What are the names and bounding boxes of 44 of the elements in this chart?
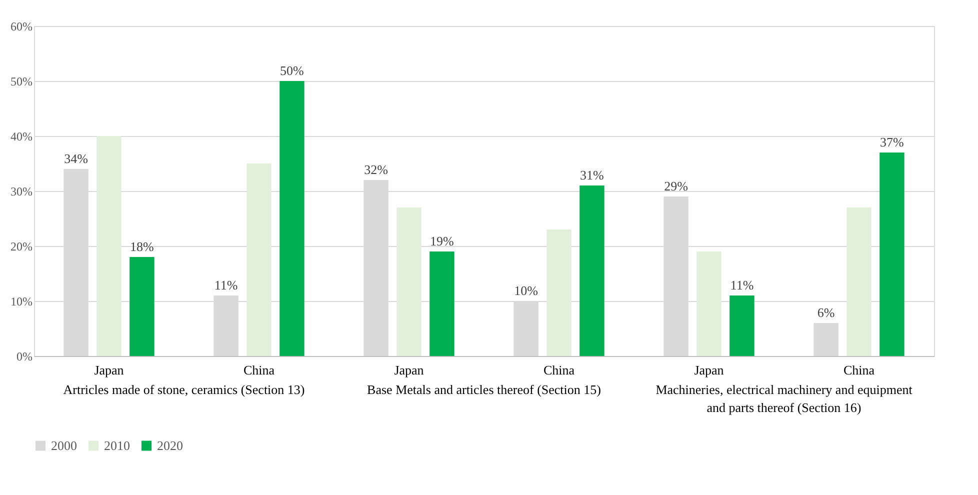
y-tick-label: 0% bbox=[16, 350, 32, 364]
bar bbox=[246, 164, 272, 356]
bar bbox=[730, 296, 754, 356]
y-tick-label: 30% bbox=[10, 184, 32, 198]
data-label: 34% bbox=[64, 151, 88, 166]
bar bbox=[96, 136, 122, 356]
x-tick-label: Japan bbox=[394, 362, 424, 378]
bar bbox=[396, 208, 422, 356]
bar bbox=[846, 208, 872, 356]
legend-label: 2000 bbox=[51, 438, 77, 453]
x-tick-label: China bbox=[543, 362, 575, 378]
data-label: 50% bbox=[280, 63, 304, 78]
x-tick-label: Japan bbox=[94, 362, 124, 378]
text: Base Metals and articles thereof (Section 15) bbox=[367, 382, 601, 397]
data-label: 11% bbox=[214, 278, 238, 292]
x-tick-label: Japan bbox=[694, 362, 724, 378]
data-label: 29% bbox=[664, 178, 688, 194]
bar bbox=[814, 323, 838, 356]
data-label: 31% bbox=[580, 168, 604, 182]
x-tick-label: China bbox=[243, 362, 275, 378]
y-tick-label: 40% bbox=[10, 130, 32, 144]
bar bbox=[880, 152, 904, 356]
data-label: 32% bbox=[364, 162, 388, 177]
data-label: 37% bbox=[880, 134, 904, 150]
bar bbox=[130, 257, 154, 356]
bar bbox=[580, 186, 604, 356]
legend-label: 2010 bbox=[104, 438, 130, 453]
y-tick-label: 10% bbox=[10, 294, 32, 308]
y-tick-label: 20% bbox=[10, 240, 32, 254]
text: Artricles made of stone, ceramics (Section 13) bbox=[63, 382, 305, 397]
bar bbox=[430, 252, 454, 356]
legend-label: 2020 bbox=[157, 438, 183, 453]
x-tick-label: China bbox=[843, 362, 875, 378]
data-label: 11% bbox=[730, 278, 754, 292]
data-label: 19% bbox=[430, 234, 454, 248]
y-tick-label: 60% bbox=[10, 20, 32, 34]
bar bbox=[696, 252, 722, 356]
data-label: 6% bbox=[817, 305, 835, 320]
text: Machineries, electrical machinery and equipment and parts thereof (Section 16) bbox=[656, 382, 913, 415]
data-label: 18% bbox=[130, 239, 154, 254]
bar bbox=[546, 230, 572, 356]
y-tick-label: 50% bbox=[10, 74, 32, 88]
bar bbox=[280, 81, 304, 356]
data-label: 10% bbox=[514, 283, 538, 298]
